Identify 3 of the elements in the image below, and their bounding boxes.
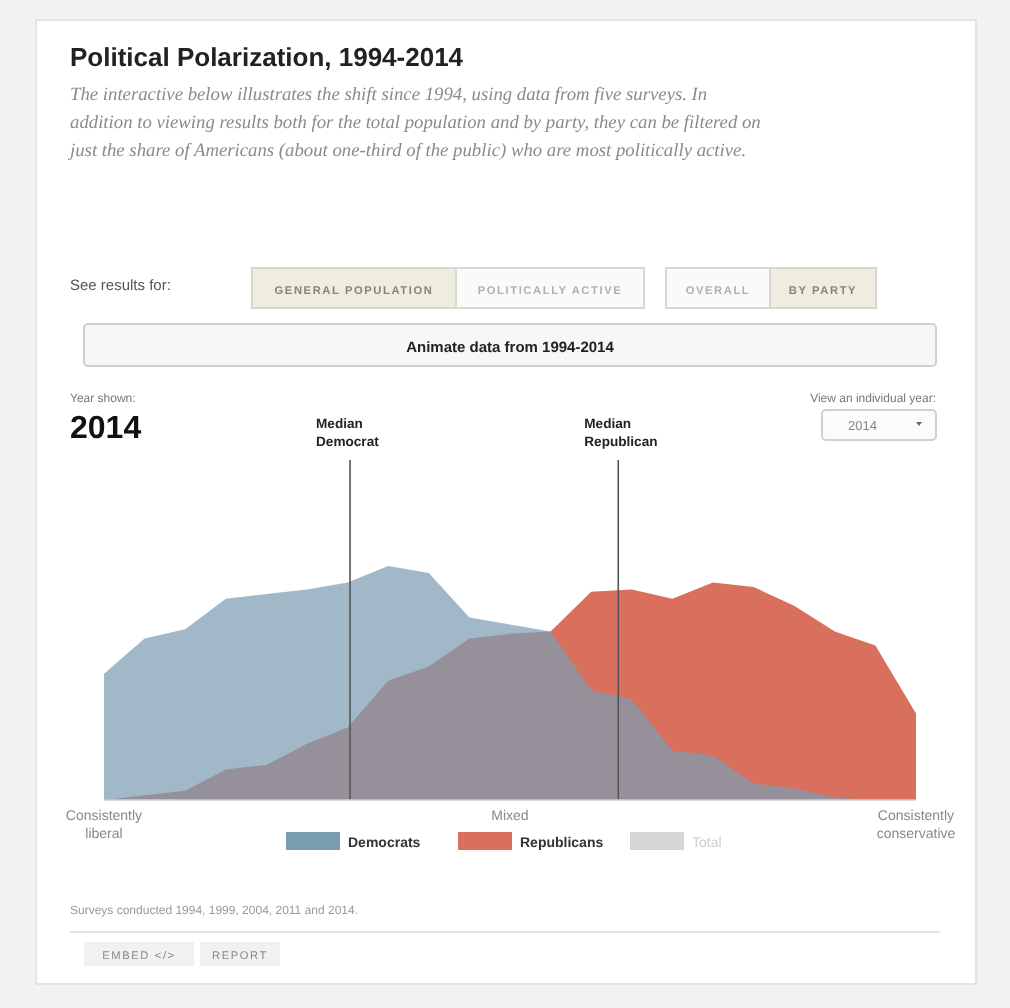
chart-subtitle: The interactive below illustrates the shift since 1994, using data from five surveys. In addition to viewing results both for the total population and by party, they can be filtered on just the share of Americans (about one-third of the public) who are most politically active. (68, 86, 762, 162)
chart-title: Political Polarization, 1994-2014 (70, 42, 465, 72)
text: 2014 (70, 412, 142, 446)
